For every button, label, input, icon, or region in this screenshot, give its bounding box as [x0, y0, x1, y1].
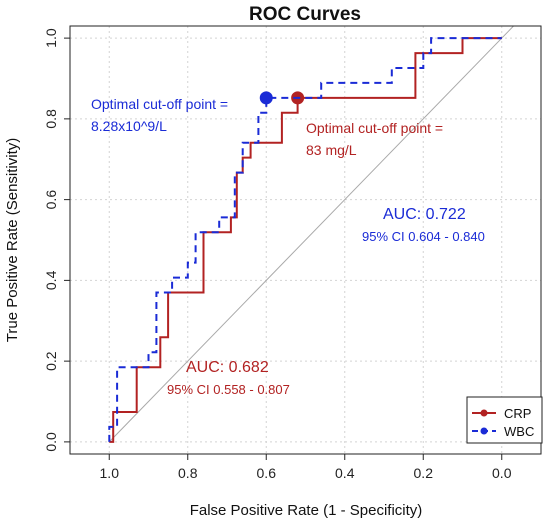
legend-item-wbc: WBC	[472, 424, 534, 439]
x-tick-label-2: 0.6	[257, 465, 277, 481]
legend: CRP WBC	[466, 396, 543, 444]
crp-ci-label: 95% CI 0.558 - 0.807	[167, 382, 290, 397]
x-tick-label-5: 0.0	[492, 465, 512, 481]
y-axis-label: True Positive Rate (Sensitivity)	[4, 138, 21, 343]
legend-crp-swatch-dot	[480, 409, 488, 417]
legend-wbc-label: WBC	[504, 424, 534, 439]
annotations: Optimal cut-off point = 8.28x10^9/L Opti…	[91, 96, 485, 397]
reference-diagonal-line	[108, 25, 514, 443]
legend-crp-label: CRP	[504, 406, 531, 421]
x-axis: 1.0 0.8 0.6 0.4 0.2 0.0	[100, 454, 512, 481]
y-tick-label-5: 1.0	[43, 28, 59, 48]
y-tick-label-2: 0.4	[43, 270, 59, 290]
x-tick-label-3: 0.4	[335, 465, 355, 481]
x-tick-label-1: 0.8	[178, 465, 198, 481]
wbc-curve	[108, 37, 502, 442]
y-tick-label-4: 0.8	[43, 109, 59, 129]
wbc-cutoff-label-line2: 8.28x10^9/L	[91, 118, 167, 134]
y-tick-label-0: 0.0	[43, 432, 59, 452]
wbc-cutoff-label-line1: Optimal cut-off point =	[91, 96, 228, 112]
crp-cutoff-label-line1: Optimal cut-off point =	[306, 120, 443, 136]
wbc-ci-label: 95% CI 0.604 - 0.840	[362, 229, 485, 244]
legend-wbc-swatch-dot	[480, 427, 488, 435]
y-axis: 0.0 0.2 0.4 0.6 0.8 1.0	[43, 28, 70, 452]
wbc-optimal-point	[259, 91, 273, 105]
y-tick-label-3: 0.6	[43, 190, 59, 210]
crp-auc-label: AUC: 0.682	[186, 359, 269, 376]
y-tick-label-1: 0.2	[43, 351, 59, 371]
wbc-auc-label: AUC: 0.722	[383, 206, 466, 223]
series-layer	[108, 37, 502, 443]
x-tick-label-4: 0.2	[414, 465, 434, 481]
legend-item-crp: CRP	[472, 406, 531, 421]
x-axis-label: False Positive Rate (1 - Specificity)	[190, 502, 423, 519]
crp-cutoff-label-line2: 83 mg/L	[306, 142, 357, 158]
legend-box	[466, 396, 543, 444]
chart-title: ROC Curves	[249, 4, 361, 25]
x-tick-label-0: 1.0	[100, 465, 120, 481]
plot-frame	[69, 25, 542, 455]
